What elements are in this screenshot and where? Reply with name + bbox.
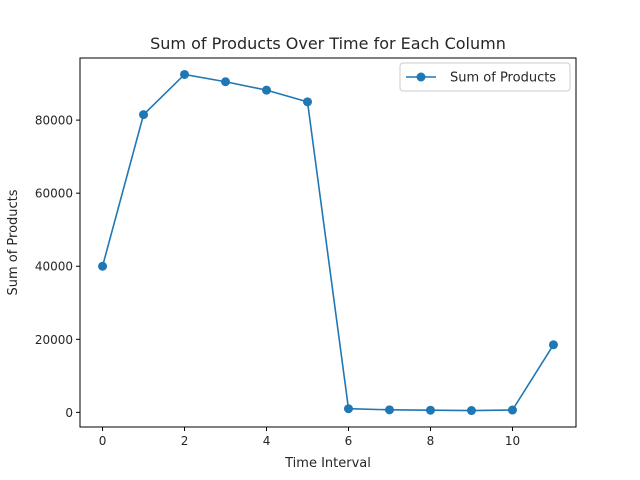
data-point bbox=[384, 405, 394, 415]
plot-area-frame bbox=[79, 57, 577, 428]
y-tick-label: 80000 bbox=[35, 114, 73, 128]
data-point bbox=[343, 404, 353, 414]
x-tick-label: 10 bbox=[505, 434, 520, 448]
data-point bbox=[180, 69, 190, 79]
x-tick-label: 6 bbox=[345, 434, 353, 448]
chart-title: Sum of Products Over Time for Each Colum… bbox=[150, 34, 506, 53]
legend-marker-swatch bbox=[416, 72, 426, 82]
data-point bbox=[425, 405, 435, 415]
y-tick-label: 40000 bbox=[35, 260, 73, 274]
legend-box bbox=[399, 62, 571, 92]
y-tick-label: 0 bbox=[65, 406, 73, 420]
x-tick-label: 0 bbox=[99, 434, 107, 448]
y-axis-ticks: 0 20000 40000 60000 80000 bbox=[35, 114, 80, 420]
data-point bbox=[507, 405, 517, 415]
data-point bbox=[548, 340, 558, 350]
data-point bbox=[221, 77, 231, 87]
data-point bbox=[98, 261, 108, 271]
y-tick-label: 60000 bbox=[35, 187, 73, 201]
series-line bbox=[101, 73, 555, 412]
x-tick-label: 8 bbox=[427, 434, 435, 448]
x-tick-label: 4 bbox=[263, 434, 271, 448]
x-axis-label: Time Interval bbox=[284, 456, 371, 471]
legend-entry-label: Sum of Products bbox=[450, 71, 556, 86]
series-layer bbox=[98, 69, 558, 416]
data-point bbox=[466, 406, 476, 416]
data-point bbox=[303, 97, 313, 107]
x-tick-label: 2 bbox=[181, 434, 189, 448]
y-tick-label: 20000 bbox=[35, 333, 73, 347]
data-point bbox=[139, 110, 149, 120]
data-point bbox=[262, 85, 272, 95]
y-axis-label: Sum of Products bbox=[6, 189, 21, 295]
legend: Sum of Products bbox=[399, 62, 571, 92]
x-axis-ticks: 0 2 4 6 8 10 bbox=[99, 427, 520, 448]
